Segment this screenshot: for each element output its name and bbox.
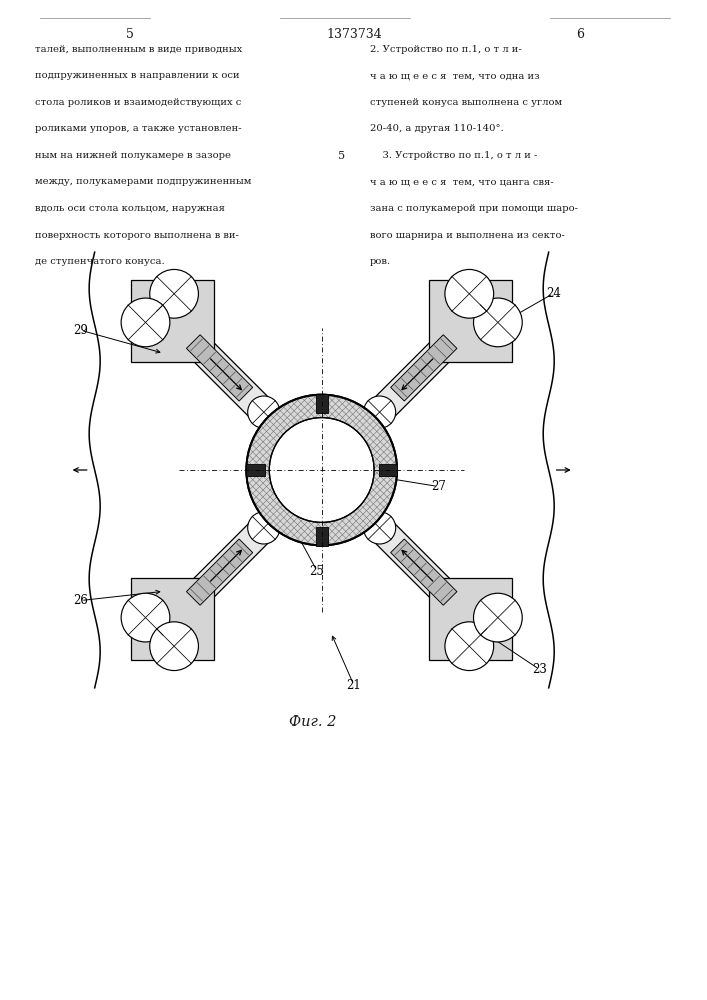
Circle shape bbox=[246, 395, 397, 545]
Text: 20-40, а другая 110-140°.: 20-40, а другая 110-140°. bbox=[370, 124, 504, 133]
Text: ступеней конуса выполнена с углом: ступеней конуса выполнена с углом bbox=[370, 98, 562, 107]
Circle shape bbox=[247, 396, 280, 428]
Circle shape bbox=[247, 512, 280, 544]
Text: вого шарнира и выполнена из секто-: вого шарнира и выполнена из секто- bbox=[370, 231, 565, 239]
Circle shape bbox=[150, 622, 199, 671]
Circle shape bbox=[150, 269, 199, 318]
Text: 29: 29 bbox=[74, 324, 88, 337]
Text: 27: 27 bbox=[431, 480, 446, 493]
Polygon shape bbox=[429, 578, 512, 660]
Text: ч а ю щ е е с я  тем, что цанга свя-: ч а ю щ е е с я тем, что цанга свя- bbox=[370, 177, 554, 186]
Polygon shape bbox=[365, 513, 472, 621]
Text: 24: 24 bbox=[546, 287, 561, 300]
Text: 1373734: 1373734 bbox=[326, 28, 382, 41]
Circle shape bbox=[363, 512, 396, 544]
Polygon shape bbox=[246, 464, 264, 476]
Polygon shape bbox=[187, 335, 252, 401]
Text: 5: 5 bbox=[126, 28, 134, 41]
Circle shape bbox=[474, 593, 522, 642]
Text: между, полукамерами подпружиненным: между, полукамерами подпружиненным bbox=[35, 177, 252, 186]
Circle shape bbox=[445, 269, 493, 318]
Circle shape bbox=[474, 298, 522, 347]
Text: 5: 5 bbox=[339, 151, 346, 161]
Text: вдоль оси стола кольцом, наружная: вдоль оси стола кольцом, наружная bbox=[35, 204, 225, 213]
Circle shape bbox=[121, 298, 170, 347]
Text: стола роликов и взаимодействующих с: стола роликов и взаимодействующих с bbox=[35, 98, 241, 107]
Text: роликами упоров, а также установлен-: роликами упоров, а также установлен- bbox=[35, 124, 242, 133]
Text: зана с полукамерой при помощи шаро-: зана с полукамерой при помощи шаро- bbox=[370, 204, 578, 213]
Text: талей, выполненным в виде приводных: талей, выполненным в виде приводных bbox=[35, 45, 243, 54]
Text: 26: 26 bbox=[74, 594, 88, 607]
Text: 25: 25 bbox=[310, 565, 325, 578]
Text: Фиг. 2: Фиг. 2 bbox=[288, 715, 337, 729]
Text: подпружиненных в направлении к оси: подпружиненных в направлении к оси bbox=[35, 72, 240, 81]
Text: 23: 23 bbox=[532, 663, 547, 676]
Text: поверхность которого выполнена в ви-: поверхность которого выполнена в ви- bbox=[35, 231, 239, 239]
Text: ным на нижней полукамере в зазоре: ным на нижней полукамере в зазоре bbox=[35, 151, 231, 160]
Text: ров.: ров. bbox=[370, 257, 391, 266]
Circle shape bbox=[445, 622, 493, 671]
Polygon shape bbox=[316, 527, 327, 546]
Polygon shape bbox=[391, 335, 457, 401]
Text: 2. Устройство по п.1, о т л и-: 2. Устройство по п.1, о т л и- bbox=[370, 45, 522, 54]
Polygon shape bbox=[379, 464, 397, 476]
Text: 21: 21 bbox=[346, 679, 361, 692]
Polygon shape bbox=[171, 513, 279, 621]
Polygon shape bbox=[187, 539, 252, 605]
Circle shape bbox=[121, 593, 170, 642]
Polygon shape bbox=[391, 539, 457, 605]
Text: 3. Устройство по п.1, о т л и -: 3. Устройство по п.1, о т л и - bbox=[370, 151, 537, 160]
Circle shape bbox=[363, 396, 396, 428]
Polygon shape bbox=[171, 319, 279, 427]
Text: 6: 6 bbox=[576, 28, 584, 41]
Polygon shape bbox=[316, 394, 327, 413]
Polygon shape bbox=[132, 578, 214, 660]
Text: ч а ю щ е е с я  тем, что одна из: ч а ю щ е е с я тем, что одна из bbox=[370, 72, 539, 81]
Polygon shape bbox=[132, 280, 214, 362]
Polygon shape bbox=[365, 319, 472, 427]
Text: де ступенчатого конуса.: де ступенчатого конуса. bbox=[35, 257, 165, 266]
Circle shape bbox=[269, 418, 374, 522]
Polygon shape bbox=[429, 280, 512, 362]
